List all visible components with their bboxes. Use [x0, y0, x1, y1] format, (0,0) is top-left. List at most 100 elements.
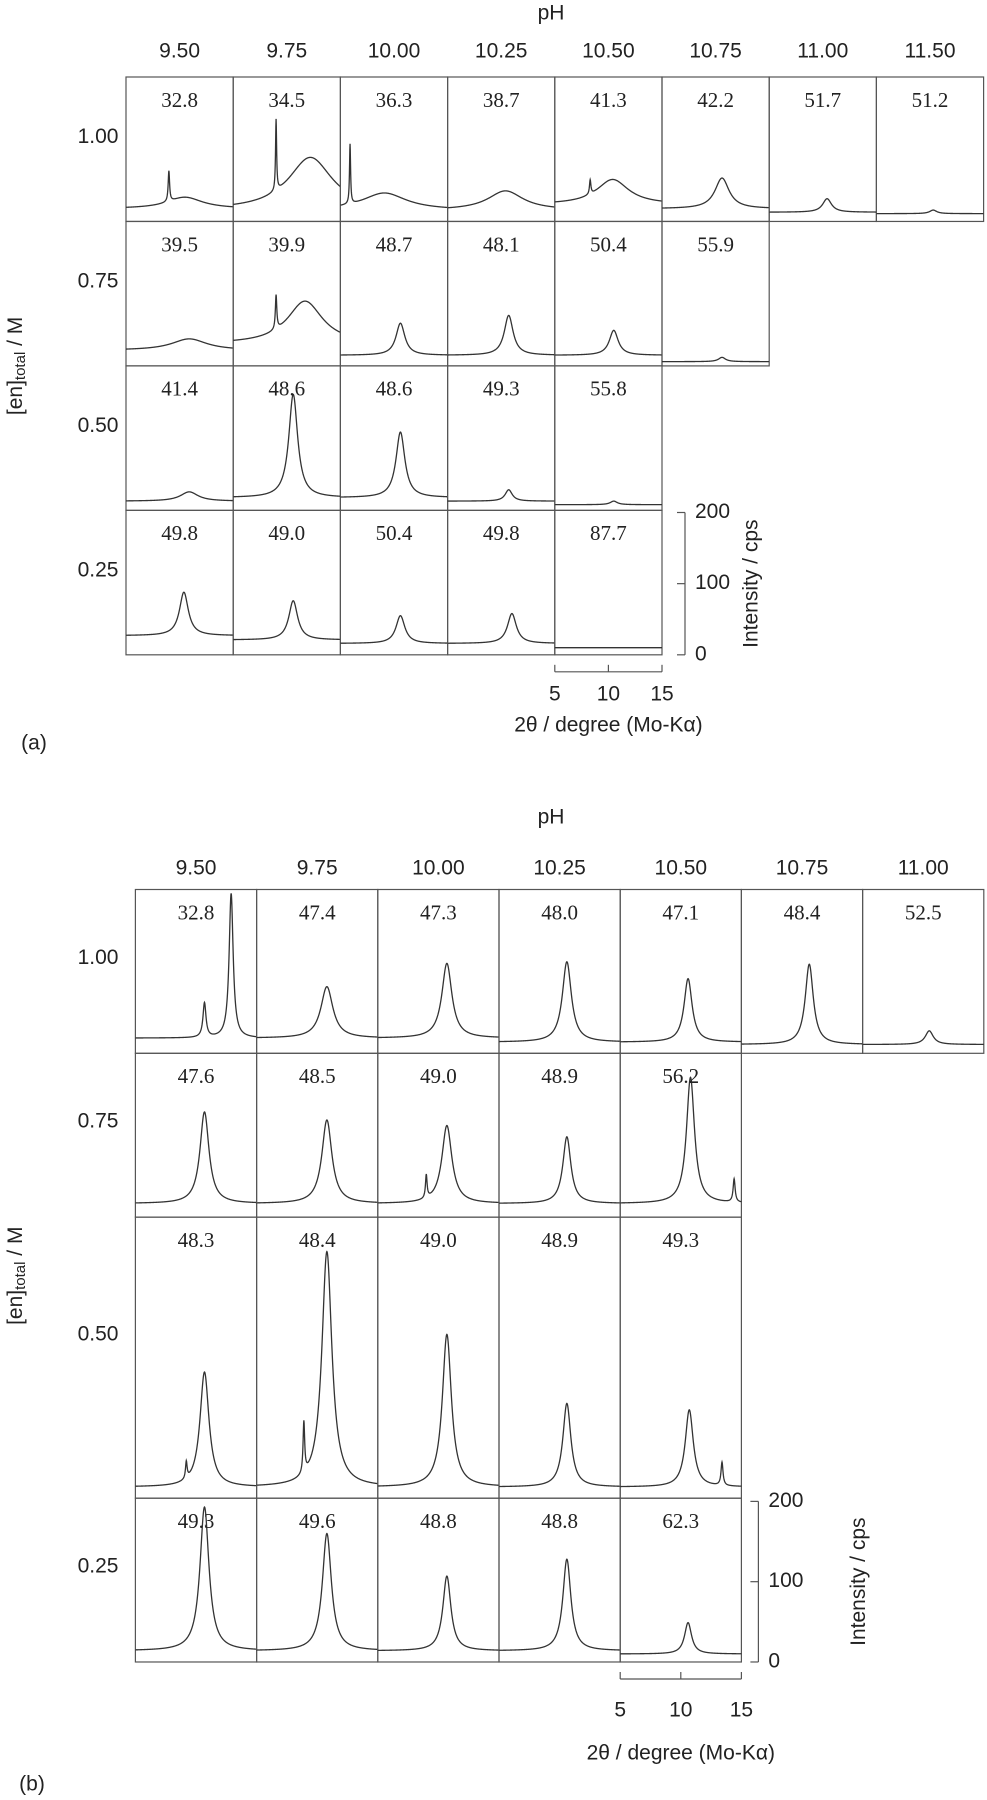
angle-tick-label: 15 [730, 1699, 753, 1722]
xrd-pattern [340, 143, 448, 209]
y-title-sub: total [12, 1262, 29, 1290]
y-title: [en]total / M [4, 317, 29, 415]
row-label: 0.50 [78, 1323, 119, 1346]
ph-label: 9.50 [159, 40, 200, 63]
cell-frame [661, 220, 770, 367]
xrd-pattern [256, 985, 378, 1039]
cell-value: 41.4 [161, 377, 198, 401]
xrd-pattern [340, 322, 448, 356]
cell-value: 47.4 [299, 900, 336, 924]
cell-value: 34.5 [268, 88, 305, 112]
xrd-pattern [125, 491, 234, 502]
cell-value: 48.8 [541, 1509, 578, 1533]
ph-label: 10.25 [533, 857, 586, 880]
xrd-pattern [233, 294, 341, 341]
xrd-pattern [554, 177, 663, 203]
panel-tag: (a) [21, 732, 47, 755]
cell-frame [619, 1216, 743, 1499]
xrd-pattern [769, 198, 877, 213]
cell-value: 39.5 [161, 232, 198, 256]
xrd-pattern [233, 393, 341, 498]
angle-title: 2θ / degree (Mo-Kα) [514, 713, 702, 736]
ph-label: 10.00 [412, 857, 465, 880]
y-title-sub: total [12, 352, 29, 380]
cell-value: 50.4 [590, 232, 627, 256]
cell-value: 55.9 [697, 232, 734, 256]
cell-value: 51.2 [912, 88, 949, 112]
ph-label: 10.50 [582, 40, 635, 63]
row-label: 0.75 [78, 1110, 119, 1133]
row-label: 1.00 [78, 125, 119, 148]
ph-label: 9.75 [297, 857, 338, 880]
row-label: 1.00 [78, 946, 119, 969]
intensity-tick-label: 100 [768, 1569, 803, 1592]
cell-value: 48.1 [483, 232, 520, 256]
ph-title: pH [538, 806, 565, 829]
cell-value: 49.3 [662, 1228, 699, 1252]
xrd-pattern [662, 177, 770, 209]
cell-value: 41.3 [590, 88, 627, 112]
xrd-pattern [125, 591, 234, 636]
xrd-pattern [554, 329, 662, 356]
xrd-pattern [447, 314, 555, 356]
cell-value: 48.0 [541, 900, 578, 924]
xrd-pattern [125, 338, 234, 350]
xrd-pattern [876, 209, 984, 215]
xrd-pattern [135, 1506, 257, 1651]
angle-tick-label: 5 [549, 682, 561, 705]
xrd-pattern [256, 1532, 378, 1651]
cell-value: 48.3 [178, 1228, 215, 1252]
cell-value: 87.7 [590, 521, 627, 545]
angle-tick-label: 5 [614, 1699, 626, 1722]
xrd-pattern [620, 977, 742, 1043]
cell-value: 49.0 [420, 1228, 457, 1252]
ph-label: 11.00 [898, 857, 949, 880]
xrd-pattern [741, 963, 863, 1045]
intensity-tick-label: 200 [695, 500, 730, 523]
xrd-pattern [620, 1408, 742, 1488]
ph-label: 10.00 [368, 40, 421, 63]
xrd-pattern [135, 1371, 257, 1487]
cell-value: 49.0 [420, 1064, 457, 1088]
xrd-pattern [499, 1558, 621, 1651]
xrd-pattern [233, 118, 341, 206]
cell-value: 48.8 [420, 1509, 457, 1533]
xrd-pattern [499, 960, 621, 1043]
row-label: 0.50 [78, 414, 119, 437]
ph-title: pH [538, 2, 565, 25]
xrd-pattern [135, 893, 257, 1039]
intensity-tick-label: 200 [768, 1489, 803, 1512]
cell-frame [256, 1216, 379, 1499]
xrd-pattern [377, 1575, 499, 1652]
ph-label: 9.50 [176, 857, 217, 880]
cell-frame [875, 76, 985, 223]
cell-value: 39.9 [268, 232, 305, 256]
cell-value: 48.9 [541, 1064, 578, 1088]
row-label: 0.25 [78, 1555, 119, 1578]
ph-label: 10.25 [475, 40, 528, 63]
angle-title: 2θ / degree (Mo-Kα) [587, 1742, 775, 1765]
cell-value: 51.7 [804, 88, 841, 112]
xrd-pattern [256, 1250, 378, 1486]
row-label: 0.75 [78, 270, 119, 293]
cell-value: 49.8 [161, 521, 198, 545]
xrd-pattern [233, 600, 341, 641]
cell-frame [861, 888, 985, 1054]
xrd-pattern [620, 1621, 742, 1655]
y-title-main: [en] [4, 1290, 27, 1325]
cell-value: 32.8 [178, 900, 215, 924]
cell-value: 47.3 [420, 900, 457, 924]
cell-value: 38.7 [483, 88, 520, 112]
cell-frame [377, 1216, 500, 1499]
cell-value: 56.2 [662, 1064, 699, 1088]
cell-value: 47.6 [178, 1064, 215, 1088]
ph-label: 11.00 [797, 40, 848, 63]
intensity-tick-label: 0 [695, 642, 707, 665]
intensity-tick-label: 100 [695, 571, 730, 594]
cell-value: 48.6 [376, 377, 413, 401]
cell-frame [554, 509, 663, 656]
xrd-pattern [135, 1111, 257, 1204]
ph-label: 10.75 [689, 40, 742, 63]
